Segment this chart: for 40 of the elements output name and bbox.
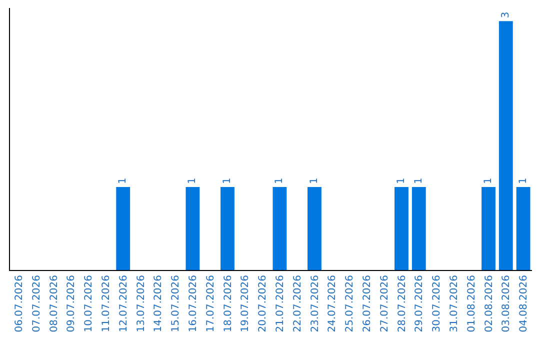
data-label: 1 bbox=[187, 178, 198, 184]
x-tick-label: 11.07.2026 bbox=[100, 275, 112, 332]
x-tick-label: 09.07.2026 bbox=[66, 275, 78, 332]
x-tick-label: 07.07.2026 bbox=[31, 275, 42, 332]
data-label: 1 bbox=[413, 178, 424, 184]
x-tick-label: 10.07.2026 bbox=[84, 275, 95, 332]
x-tick-label: 01.08.2026 bbox=[466, 275, 478, 332]
data-label: 1 bbox=[222, 178, 233, 184]
x-tick-label: 06.07.2026 bbox=[14, 275, 25, 332]
x-tick-label: 26.07.2026 bbox=[362, 275, 373, 332]
x-tick-label: 17.07.2026 bbox=[205, 275, 216, 332]
x-tick-label: 22.07.2026 bbox=[292, 275, 304, 332]
data-label: 1 bbox=[518, 178, 529, 184]
x-tick-label: 13.07.2026 bbox=[136, 275, 147, 332]
x-tick-label: 03.08.2026 bbox=[501, 275, 512, 332]
x-tick-label: 20.07.2026 bbox=[258, 275, 269, 332]
x-tick-label: 19.07.2026 bbox=[240, 275, 252, 332]
x-tick-label: 12.07.2026 bbox=[118, 275, 130, 332]
x-tick-label: 23.07.2026 bbox=[310, 275, 321, 332]
data-label: 1 bbox=[274, 178, 286, 184]
x-tick-label: 31.07.2026 bbox=[448, 275, 460, 332]
data-label: 1 bbox=[396, 178, 407, 184]
x-tick-label: 16.07.2026 bbox=[188, 275, 199, 332]
x-tick-label: 18.07.2026 bbox=[222, 275, 234, 332]
data-label: 1 bbox=[483, 178, 494, 184]
x-tick-label: 27.07.2026 bbox=[379, 275, 390, 332]
x-tick-label: 21.07.2026 bbox=[274, 275, 286, 332]
x-tick-label: 28.07.2026 bbox=[396, 275, 408, 332]
data-label: 1 bbox=[309, 178, 320, 184]
x-tick-label: 02.08.2026 bbox=[484, 275, 495, 332]
data-label: 3 bbox=[500, 12, 512, 18]
x-tick-label: 08.07.2026 bbox=[48, 275, 60, 332]
x-tick-label: 25.07.2026 bbox=[344, 275, 356, 332]
x-tick-label: 14.07.2026 bbox=[153, 275, 164, 332]
x-tick-label: 29.07.2026 bbox=[414, 275, 426, 332]
x-tick-label: 04.08.2026 bbox=[518, 275, 530, 332]
x-tick-label: 15.07.2026 bbox=[170, 275, 182, 332]
x-tick-label: 30.07.2026 bbox=[432, 275, 443, 332]
x-tick-label: 24.07.2026 bbox=[327, 275, 338, 332]
data-label: 1 bbox=[118, 178, 129, 184]
